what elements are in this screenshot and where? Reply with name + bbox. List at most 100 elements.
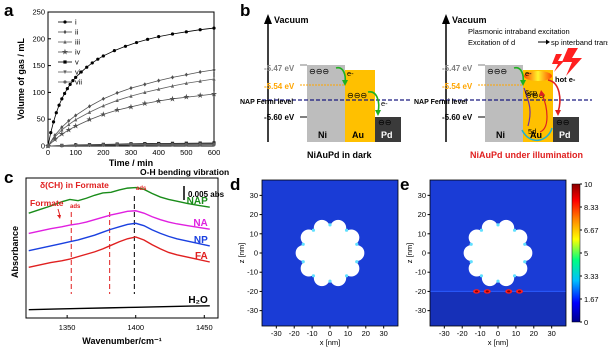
ni-level-label-left: -5.47 eV — [264, 64, 295, 73]
a-legend-marker — [63, 70, 67, 75]
a-point-vii — [129, 143, 133, 147]
fermi-label-left: NAP Fermi level — [240, 99, 293, 106]
nanoparticle-bump — [330, 219, 347, 237]
colorbar-tick-label: 6.67 — [584, 226, 599, 235]
a-ytick-label: 200 — [32, 34, 45, 43]
colorbar-tick-label: 8.33 — [584, 203, 599, 212]
map-ytick-label: 30 — [250, 191, 258, 200]
panel-d-heatmap: d -30 -20 -10 0 10 20 30 -30 -20 -10 0 10 20 30 x [nm]… — [230, 175, 399, 347]
electrons-ni-right: ⊖⊖⊖ — [487, 67, 507, 76]
edge-hotspot — [469, 260, 473, 264]
colorbar-tick-label: 5 — [584, 249, 588, 258]
nanoparticle-bump — [511, 229, 528, 246]
electrons-ni-left: ⊖⊖⊖ — [309, 67, 329, 76]
colorbar-tick-label: 3.33 — [584, 272, 599, 281]
a-point-iv: ★ — [65, 125, 72, 134]
c-series-label-NAP: NAP — [187, 196, 208, 207]
a-point-iii — [87, 110, 92, 114]
edge-hotspot — [523, 260, 527, 264]
fermi-label-right: NAP Fermi level — [414, 99, 467, 106]
a-point-ii — [87, 104, 92, 109]
a-xtick-label: 400 — [152, 148, 165, 157]
c-scale-bar-label: 0.005 abs — [188, 190, 225, 199]
a-legend-marker: ★ — [61, 48, 68, 57]
a-point-iv: ★ — [114, 106, 121, 115]
map-xtick-label: -20 — [289, 329, 300, 338]
map-xtick-label: 0 — [496, 329, 500, 338]
electron-label-1-left: e- — [347, 69, 354, 78]
map-ytick-label: -30 — [247, 306, 258, 315]
nanoparticle-core — [471, 226, 525, 280]
panel-e-letter: e — [400, 175, 409, 194]
a-legend-marker — [63, 80, 67, 84]
map-xtick-label: -10 — [307, 329, 318, 338]
map-ytick-label: 0 — [422, 249, 426, 258]
a-point-ii — [115, 90, 119, 96]
a-point-vii — [143, 143, 147, 147]
a-point-vii — [60, 144, 64, 148]
c-xlabel: Wavenumber/cm⁻¹ — [82, 336, 161, 346]
edge-hotspot — [344, 228, 349, 232]
ni-label-right: Ni — [496, 130, 505, 140]
a-point-vii — [212, 143, 216, 147]
a-legend-label: iv — [75, 48, 81, 57]
caption-dark: NiAuPd in dark — [307, 150, 373, 160]
a-point-ii — [184, 72, 188, 77]
nanoparticle-core — [303, 226, 357, 280]
c-annotation-formate-sub: ads — [70, 204, 81, 210]
a-point-ii — [212, 67, 216, 72]
a-point-vii — [184, 143, 188, 147]
a-point-iii — [198, 79, 202, 83]
a-point-iii — [184, 81, 188, 85]
a-point-ii — [74, 113, 78, 118]
map-xtick-label: -10 — [475, 329, 486, 338]
c-series-label-FA: FA — [195, 251, 208, 262]
a-point-iv: ★ — [100, 110, 107, 119]
edge-hotspot — [301, 260, 305, 264]
map-xtick-label: 20 — [362, 329, 370, 338]
a-point-iv: ★ — [58, 130, 65, 139]
a-legend-marker — [63, 39, 67, 44]
light-bolt-small-icon — [552, 54, 564, 72]
electron-label-2-left: e- — [381, 99, 388, 108]
panel-b-energy-diagram: b Vacuum -5.47 eV -5.54 eV -5.60 eV NAP … — [240, 1, 608, 160]
nanoparticle-bump — [300, 260, 317, 277]
panel-c-letter: c — [4, 168, 13, 187]
nanoparticle-bump — [468, 260, 485, 277]
panel-b-letter: b — [240, 1, 250, 20]
map-ylabel: z [nm] — [237, 243, 246, 263]
c-series-FA — [28, 236, 210, 269]
edge-hotspot — [496, 223, 500, 227]
a-point-i — [112, 48, 116, 53]
edge-hotspot — [469, 242, 473, 246]
map-xtick-label: -30 — [439, 329, 450, 338]
c-annotation-pointer — [57, 208, 61, 217]
edge-hotspot — [496, 279, 500, 283]
a-point-iii — [101, 103, 105, 108]
c-series-NA — [28, 210, 210, 235]
note-arrow-head — [546, 39, 550, 45]
map-ytick-label: 0 — [254, 249, 258, 258]
a-legend-label: vi — [75, 68, 81, 77]
d-band-curve — [521, 127, 553, 141]
a-point-vii — [87, 143, 92, 147]
c-annotation-dch-sub: ads — [136, 186, 147, 192]
a-point-iii — [170, 83, 175, 88]
map-xlabel: x [nm] — [488, 338, 508, 347]
nanoparticle-bump — [511, 260, 528, 277]
a-series-line-iv — [47, 93, 215, 147]
a-point-vii — [115, 143, 119, 147]
nanoparticle-bump — [468, 229, 485, 246]
a-xlabel: Time / min — [109, 158, 153, 168]
a-point-ii — [129, 86, 133, 91]
electron-label-right: e- — [525, 69, 532, 78]
c-xtick-label: 1450 — [196, 323, 213, 332]
edge-hotspot — [328, 279, 332, 283]
nanoparticle-bump — [498, 219, 515, 237]
map-ytick-label: 30 — [418, 191, 426, 200]
c-annotation-dch: δ(CH) in Formate — [40, 180, 109, 190]
c-xtick-label: 1350 — [59, 323, 76, 332]
panel-c-frame — [25, 177, 219, 319]
transfer-arrowhead-au-pd-left — [375, 110, 381, 116]
map-ytick-label: -10 — [247, 268, 258, 277]
